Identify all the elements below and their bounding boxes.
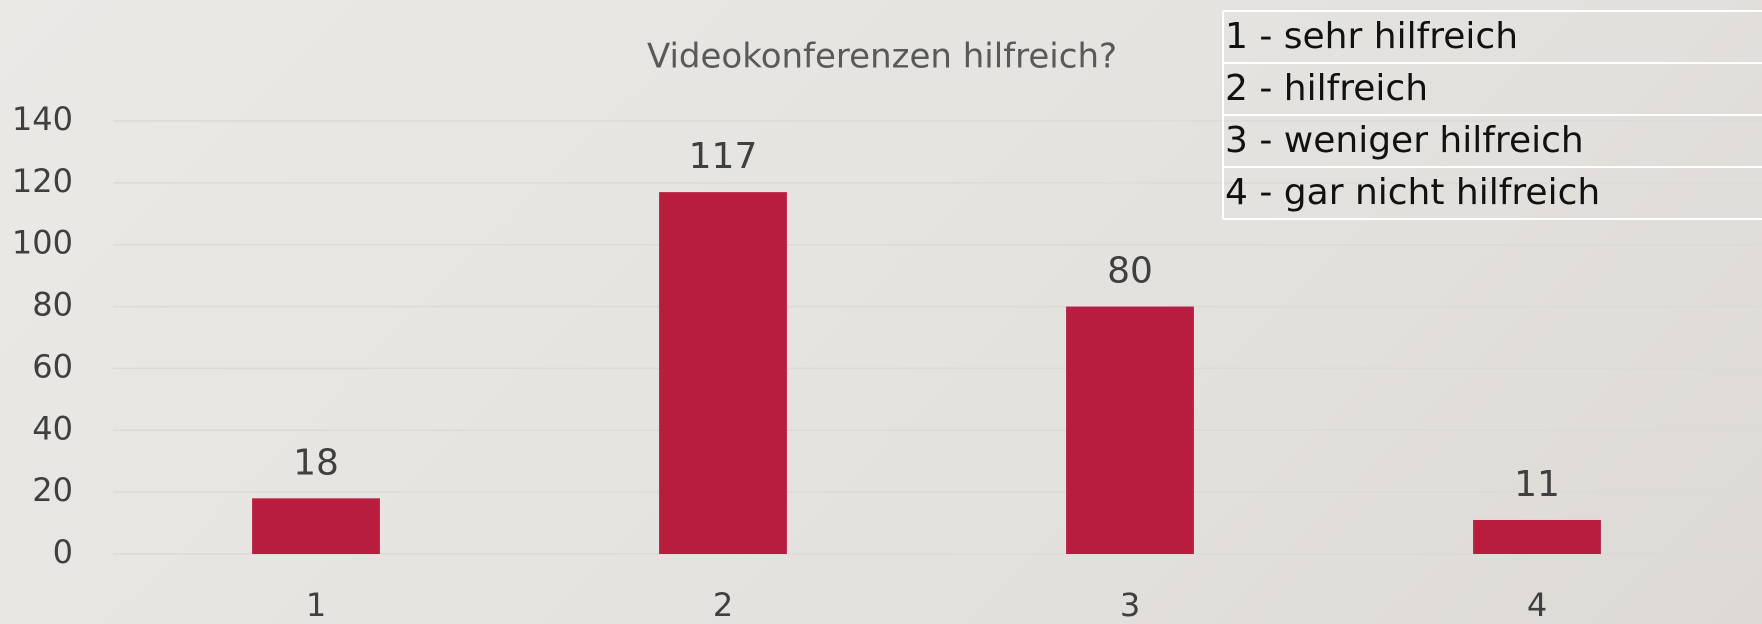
x-tick-label: 4: [1527, 586, 1547, 624]
annotation: 1 - sehr hilfreich: [1225, 16, 1518, 57]
y-tick-label: 140: [12, 100, 73, 138]
data-label: 18: [293, 442, 339, 483]
bar: [659, 192, 787, 554]
y-tick-label: 80: [32, 286, 73, 324]
data-label: 117: [689, 136, 758, 177]
bar: [1066, 306, 1194, 554]
y-tick-label: 60: [32, 347, 73, 385]
annotation: 2 - hilfreich: [1225, 68, 1428, 109]
y-tick-label: 20: [32, 471, 73, 509]
y-tick-label: 100: [12, 224, 73, 262]
chart-title: Videokonferenzen hilfreich?: [647, 37, 1117, 77]
x-tick-label: 1: [306, 586, 326, 624]
annotation: 4 - gar nicht hilfreich: [1225, 172, 1600, 213]
annotation: 3 - weniger hilfreich: [1225, 120, 1584, 161]
data-label: 80: [1107, 251, 1153, 292]
data-label: 11: [1514, 464, 1560, 505]
bar: [1473, 519, 1601, 554]
x-tick-label: 2: [713, 586, 733, 624]
y-tick-label: 40: [32, 409, 73, 447]
y-tick-label: 0: [53, 533, 73, 571]
y-tick-label: 120: [12, 162, 73, 200]
bar: [252, 498, 380, 554]
x-tick-label: 3: [1120, 586, 1140, 624]
